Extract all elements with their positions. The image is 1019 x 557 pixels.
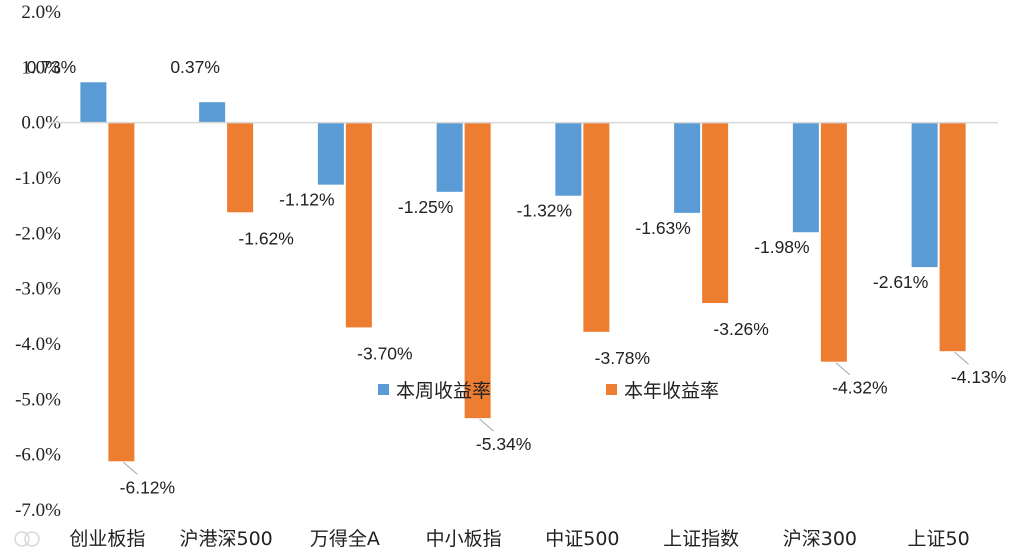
bar <box>555 122 582 196</box>
category-labels: 创业板指 沪港深500 万得全A 中小板指 中证500 上证指数 沪深300 上证50 <box>69 528 969 550</box>
y-tick-label: 2.0% <box>21 2 61 23</box>
y-tick-label: 0.0% <box>21 113 61 134</box>
bar <box>436 122 463 192</box>
legend-swatch <box>606 384 617 395</box>
y-tick-label: -6.0% <box>15 445 61 466</box>
bar <box>939 122 966 352</box>
data-label: -3.70% <box>357 343 412 363</box>
bar <box>583 122 610 332</box>
data-label: -4.32% <box>832 378 887 398</box>
data-label: -1.25% <box>398 197 453 217</box>
bars <box>80 82 966 462</box>
y-tick-label: -2.0% <box>15 223 61 244</box>
y-tick-label: -1.0% <box>15 168 61 189</box>
category-label: 中小板指 <box>426 528 502 550</box>
data-label: -3.26% <box>713 319 768 339</box>
leader-line <box>954 351 969 365</box>
leader-line <box>123 461 138 475</box>
data-label: -2.61% <box>873 272 928 292</box>
y-tick-label: -7.0% <box>15 500 61 521</box>
bar <box>911 122 938 268</box>
data-label: 0.37% <box>170 57 220 77</box>
data-label: -4.13% <box>951 367 1006 387</box>
category-label: 创业板指 <box>69 528 145 550</box>
legend-label: 本周收益率 <box>396 380 491 402</box>
data-label: -6.12% <box>120 477 175 497</box>
bar <box>317 122 344 185</box>
legend-item: 本年收益率 <box>606 380 719 402</box>
bar <box>227 122 254 213</box>
data-label: -1.32% <box>517 201 572 221</box>
bar <box>702 122 729 304</box>
category-label: 万得全A <box>310 528 380 550</box>
bar <box>820 122 847 362</box>
bar <box>80 82 107 123</box>
data-label: -1.62% <box>238 228 293 248</box>
data-label: -1.12% <box>279 190 334 210</box>
category-label: 上证50 <box>908 528 970 550</box>
leader-line <box>479 418 494 432</box>
data-label: -5.34% <box>476 434 531 454</box>
legend-item: 本周收益率 <box>378 380 491 402</box>
legend-swatch <box>378 384 389 395</box>
category-label: 沪深300 <box>783 528 857 550</box>
legend-label: 本年收益率 <box>624 380 719 402</box>
category-label: 中证500 <box>545 528 619 550</box>
y-tick-label: -5.0% <box>15 389 61 410</box>
bar <box>345 122 372 328</box>
leader-line <box>835 362 851 376</box>
category-label: 沪港深500 <box>179 528 272 550</box>
bar <box>199 102 226 123</box>
data-label: 0.73% <box>27 57 77 77</box>
y-tick-label: -4.0% <box>15 334 61 355</box>
y-tick-label: 1.0% <box>21 57 61 78</box>
bar <box>674 122 701 213</box>
watermark <box>14 531 40 547</box>
data-label: -1.63% <box>635 218 690 238</box>
bar <box>792 122 819 233</box>
data-label: -3.78% <box>595 348 650 368</box>
category-label: 上证指数 <box>663 528 739 550</box>
y-tick-label: -3.0% <box>15 279 61 300</box>
bar <box>108 122 135 462</box>
bar <box>464 122 491 419</box>
legend: 本周收益率 本年收益率 <box>378 380 719 402</box>
data-label: -1.98% <box>754 237 809 257</box>
y-axis-ticks: 2.0% 1.0% 0.0% -1.0% -2.0% -3.0% -4.0% -5.0% -6.… <box>15 2 61 521</box>
data-labels: 0.73% 0.37% -1.12% -1.25% -1.32% -1.63% -1.98%… <box>27 57 1007 497</box>
